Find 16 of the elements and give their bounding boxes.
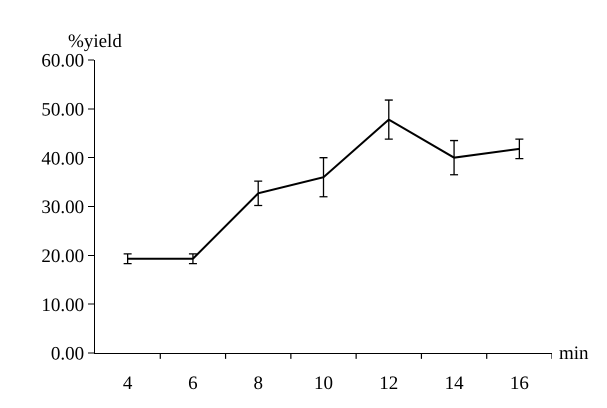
y-tick-label: 50.00 bbox=[41, 99, 84, 120]
y-tick-label: 40.00 bbox=[41, 148, 84, 170]
y-tick-label: 20.00 bbox=[41, 246, 84, 267]
x-tick-label: 8 bbox=[253, 372, 263, 394]
y-tick-label: 10.00 bbox=[41, 294, 84, 316]
x-tick-label: 10 bbox=[314, 372, 333, 394]
x-tick-label: 6 bbox=[188, 372, 198, 394]
x-tick-label: 12 bbox=[379, 372, 398, 394]
x-tick-label: 4 bbox=[122, 372, 133, 394]
y-axis-title: %yield bbox=[68, 31, 122, 52]
x-tick-label: 16 bbox=[510, 372, 529, 394]
y-tick-label: 0.00 bbox=[50, 344, 84, 365]
x-axis-title: min bbox=[559, 343, 590, 364]
y-tick-label: 30.00 bbox=[41, 197, 84, 218]
x-tick-label: 14 bbox=[444, 372, 464, 394]
y-tick-label: 60.00 bbox=[41, 50, 84, 72]
